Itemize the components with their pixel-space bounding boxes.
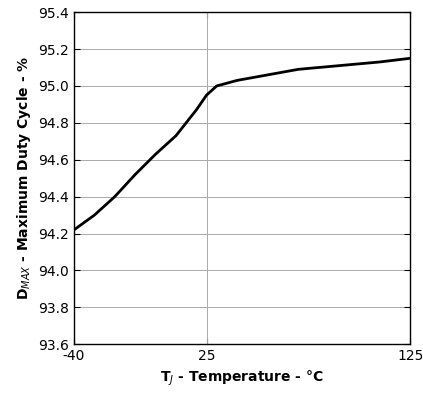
X-axis label: T$_J$ - Temperature - °C: T$_J$ - Temperature - °C [160, 369, 324, 388]
Y-axis label: D$_{MAX}$ - Maximum Duty Cycle - %: D$_{MAX}$ - Maximum Duty Cycle - % [15, 56, 33, 300]
